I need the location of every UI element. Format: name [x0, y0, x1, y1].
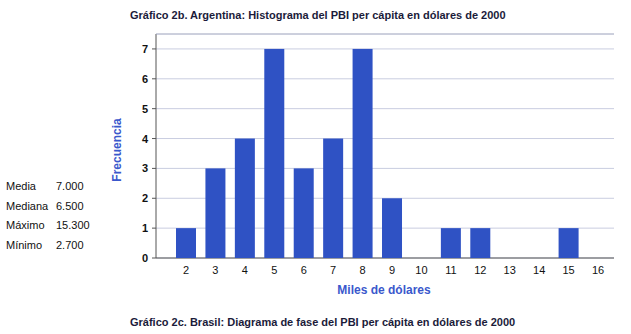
y-tick — [152, 138, 156, 139]
y-tick — [152, 108, 156, 109]
x-tick-label: 5 — [271, 264, 277, 276]
bar — [441, 228, 461, 258]
x-axis-title: Miles de dólares — [337, 283, 431, 297]
stat-label: Máximo — [6, 219, 45, 231]
x-tick-label: 6 — [301, 264, 307, 276]
y-tick — [152, 198, 156, 199]
grid-line — [156, 138, 614, 139]
x-tick-label: 4 — [242, 264, 248, 276]
x-tick-label: 14 — [533, 264, 545, 276]
bar — [411, 258, 431, 259]
x-tick-label: 16 — [592, 264, 604, 276]
y-axis — [156, 34, 157, 258]
chart: Gráfico 2b. Argentina: Histograma del PB… — [0, 0, 631, 334]
y-tick — [152, 228, 156, 229]
stat-label: Mediana — [6, 200, 49, 212]
bar — [176, 228, 196, 258]
y-tick-label: 4 — [142, 133, 149, 145]
x-tick-label: 13 — [504, 264, 516, 276]
x-tick-label: 2 — [183, 264, 189, 276]
bar — [470, 228, 490, 258]
bar — [323, 139, 343, 258]
y-tick — [152, 258, 156, 259]
y-tick-label: 6 — [142, 73, 148, 85]
grid-line — [156, 78, 614, 79]
plot-top — [156, 34, 614, 35]
bar — [559, 228, 579, 258]
y-axis-title: Frecuencia — [110, 118, 124, 182]
y-tick-label: 3 — [142, 162, 148, 174]
bar — [353, 49, 373, 258]
x-tick-label: 9 — [389, 264, 395, 276]
stat-value: 7.000 — [56, 180, 84, 192]
bar — [500, 258, 520, 259]
bar — [588, 258, 608, 259]
stat-value: 15.300 — [56, 219, 90, 231]
bar — [529, 258, 549, 259]
title: Gráfico 2b. Argentina: Histograma del PB… — [130, 9, 506, 21]
x-tick-label: 10 — [415, 264, 427, 276]
bar — [235, 139, 255, 258]
y-tick-label: 5 — [142, 103, 148, 115]
y-tick-label: 0 — [142, 252, 148, 264]
x-tick-label: 7 — [330, 264, 336, 276]
grid-line — [156, 108, 614, 109]
y-tick-label: 7 — [142, 43, 148, 55]
page: {"chart_data": { "type": "bar", "title":… — [0, 0, 631, 334]
stat-label: Media — [6, 180, 37, 192]
stat-label: Mínimo — [6, 239, 42, 251]
y-tick-label: 2 — [142, 192, 148, 204]
stat-value: 6.500 — [56, 200, 84, 212]
x-tick-label: 15 — [562, 264, 574, 276]
x-tick-label: 12 — [474, 264, 486, 276]
bar — [264, 49, 284, 258]
grid — [156, 49, 614, 258]
footnote: Gráfico 2c. Brasil: Diagrama de fase del… — [130, 316, 515, 328]
y-tick — [152, 78, 156, 79]
bars — [176, 49, 579, 258]
stat-value: 2.700 — [56, 239, 84, 251]
y-tick-label: 1 — [142, 222, 148, 234]
x-tick-label: 8 — [360, 264, 366, 276]
x-tick-label: 11 — [445, 264, 456, 276]
bar — [382, 198, 402, 258]
grid-line — [156, 48, 614, 49]
bar — [205, 168, 225, 258]
y-tick — [152, 168, 156, 169]
y-tick — [152, 48, 156, 49]
bar — [294, 168, 314, 258]
x-tick-label: 3 — [212, 264, 218, 276]
